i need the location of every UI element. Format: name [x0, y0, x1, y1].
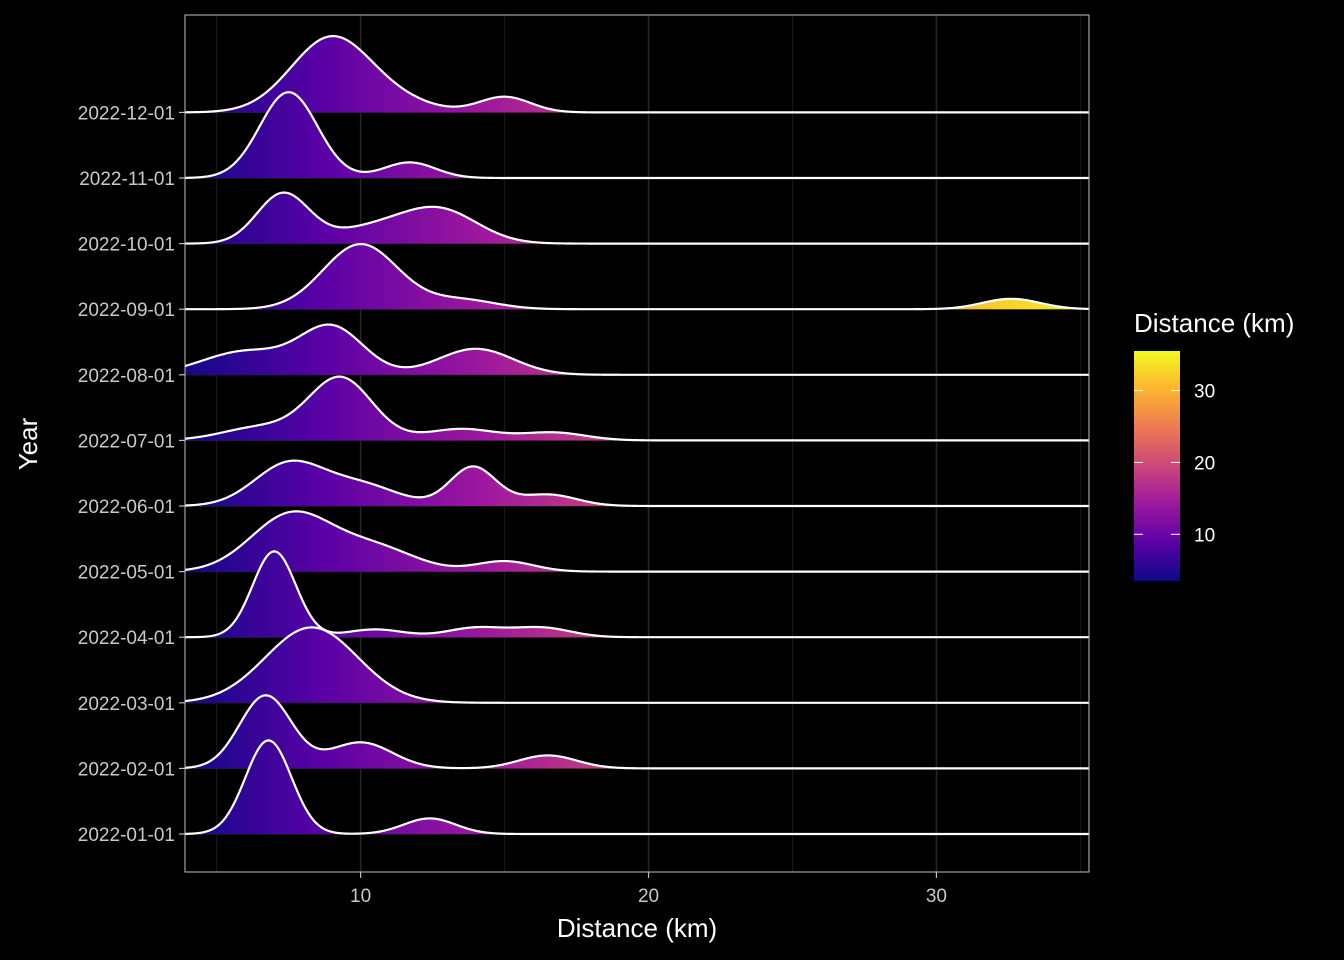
x-tick-label: 30: [926, 886, 947, 907]
ridge-outline: [184, 739, 1089, 836]
ridge-area: [185, 324, 1089, 375]
ridge-area: [185, 92, 1089, 178]
y-tick-label: 2022-06-01: [78, 497, 175, 518]
x-axis: 10 20 30: [350, 872, 947, 907]
y-tick-label: 2022-03-01: [78, 694, 175, 715]
ridge-2022-06-01: [184, 459, 1089, 508]
ridges: [184, 34, 1090, 836]
ridge-area: [185, 551, 1089, 638]
y-axis-title: Year: [13, 417, 43, 470]
y-tick-label: 2022-12-01: [78, 103, 175, 124]
ridge-area: [185, 244, 1089, 310]
legend-ticks: 10 20 30: [1134, 382, 1215, 546]
ridge-2022-09-01: [185, 242, 1090, 311]
ridge-outline: [184, 510, 1089, 573]
y-tick-label: 2022-02-01: [78, 759, 175, 780]
ridge-area: [185, 511, 1089, 572]
ridge-2022-03-01: [184, 626, 1089, 704]
ridge-outline: [184, 694, 1089, 770]
ridge-2022-07-01: [184, 375, 1089, 442]
ridge-outline: [184, 459, 1089, 508]
ridge-2022-08-01: [184, 323, 1089, 376]
ridge-area: [185, 192, 1089, 244]
x-tick-label: 10: [350, 886, 371, 907]
ridge-outline: [184, 375, 1089, 442]
legend-colorbar: [1134, 351, 1180, 581]
x-tick-label: 20: [638, 886, 659, 907]
legend-tick-label: 20: [1194, 453, 1215, 474]
legend-title: Distance (km): [1134, 308, 1294, 338]
y-axis: 2022-01-01 2022-02-01 2022-03-01 2022-04-01…: [78, 103, 185, 846]
ridge-outline: [184, 191, 1089, 245]
x-axis-title: Distance (km): [557, 913, 717, 943]
ridge-outline: [184, 91, 1089, 180]
ridge-area: [185, 460, 1089, 506]
y-tick-label: 2022-10-01: [78, 235, 175, 256]
ridge-area: [185, 376, 1089, 441]
legend-tick-label: 10: [1194, 525, 1215, 546]
ridge-2022-10-01: [184, 191, 1089, 245]
y-tick-label: 2022-07-01: [78, 431, 175, 452]
ridge-outline: [184, 34, 1089, 114]
ridge-2022-11-01: [184, 91, 1089, 180]
ridge-outline: [184, 626, 1089, 704]
ridge-area: [185, 740, 1089, 834]
y-tick-label: 2022-11-01: [79, 169, 175, 190]
ridge-2022-05-01: [184, 510, 1089, 573]
ridge-2022-01-01: [184, 739, 1089, 836]
ridge-outline: [184, 323, 1089, 376]
ridge-outline: [185, 242, 1090, 311]
legend: Distance (km) 10 20 30: [1134, 308, 1294, 581]
y-tick-label: 2022-04-01: [78, 628, 175, 649]
legend-tick-label: 30: [1194, 382, 1215, 403]
panel-border: [184, 14, 1090, 873]
y-tick-label: 2022-05-01: [78, 563, 175, 584]
y-tick-label: 2022-01-01: [78, 825, 175, 846]
y-tick-label: 2022-08-01: [78, 366, 175, 387]
y-tick-label: 2022-09-01: [78, 300, 175, 321]
ridge-2022-04-01: [185, 550, 1089, 639]
ridge-outline: [185, 550, 1089, 639]
